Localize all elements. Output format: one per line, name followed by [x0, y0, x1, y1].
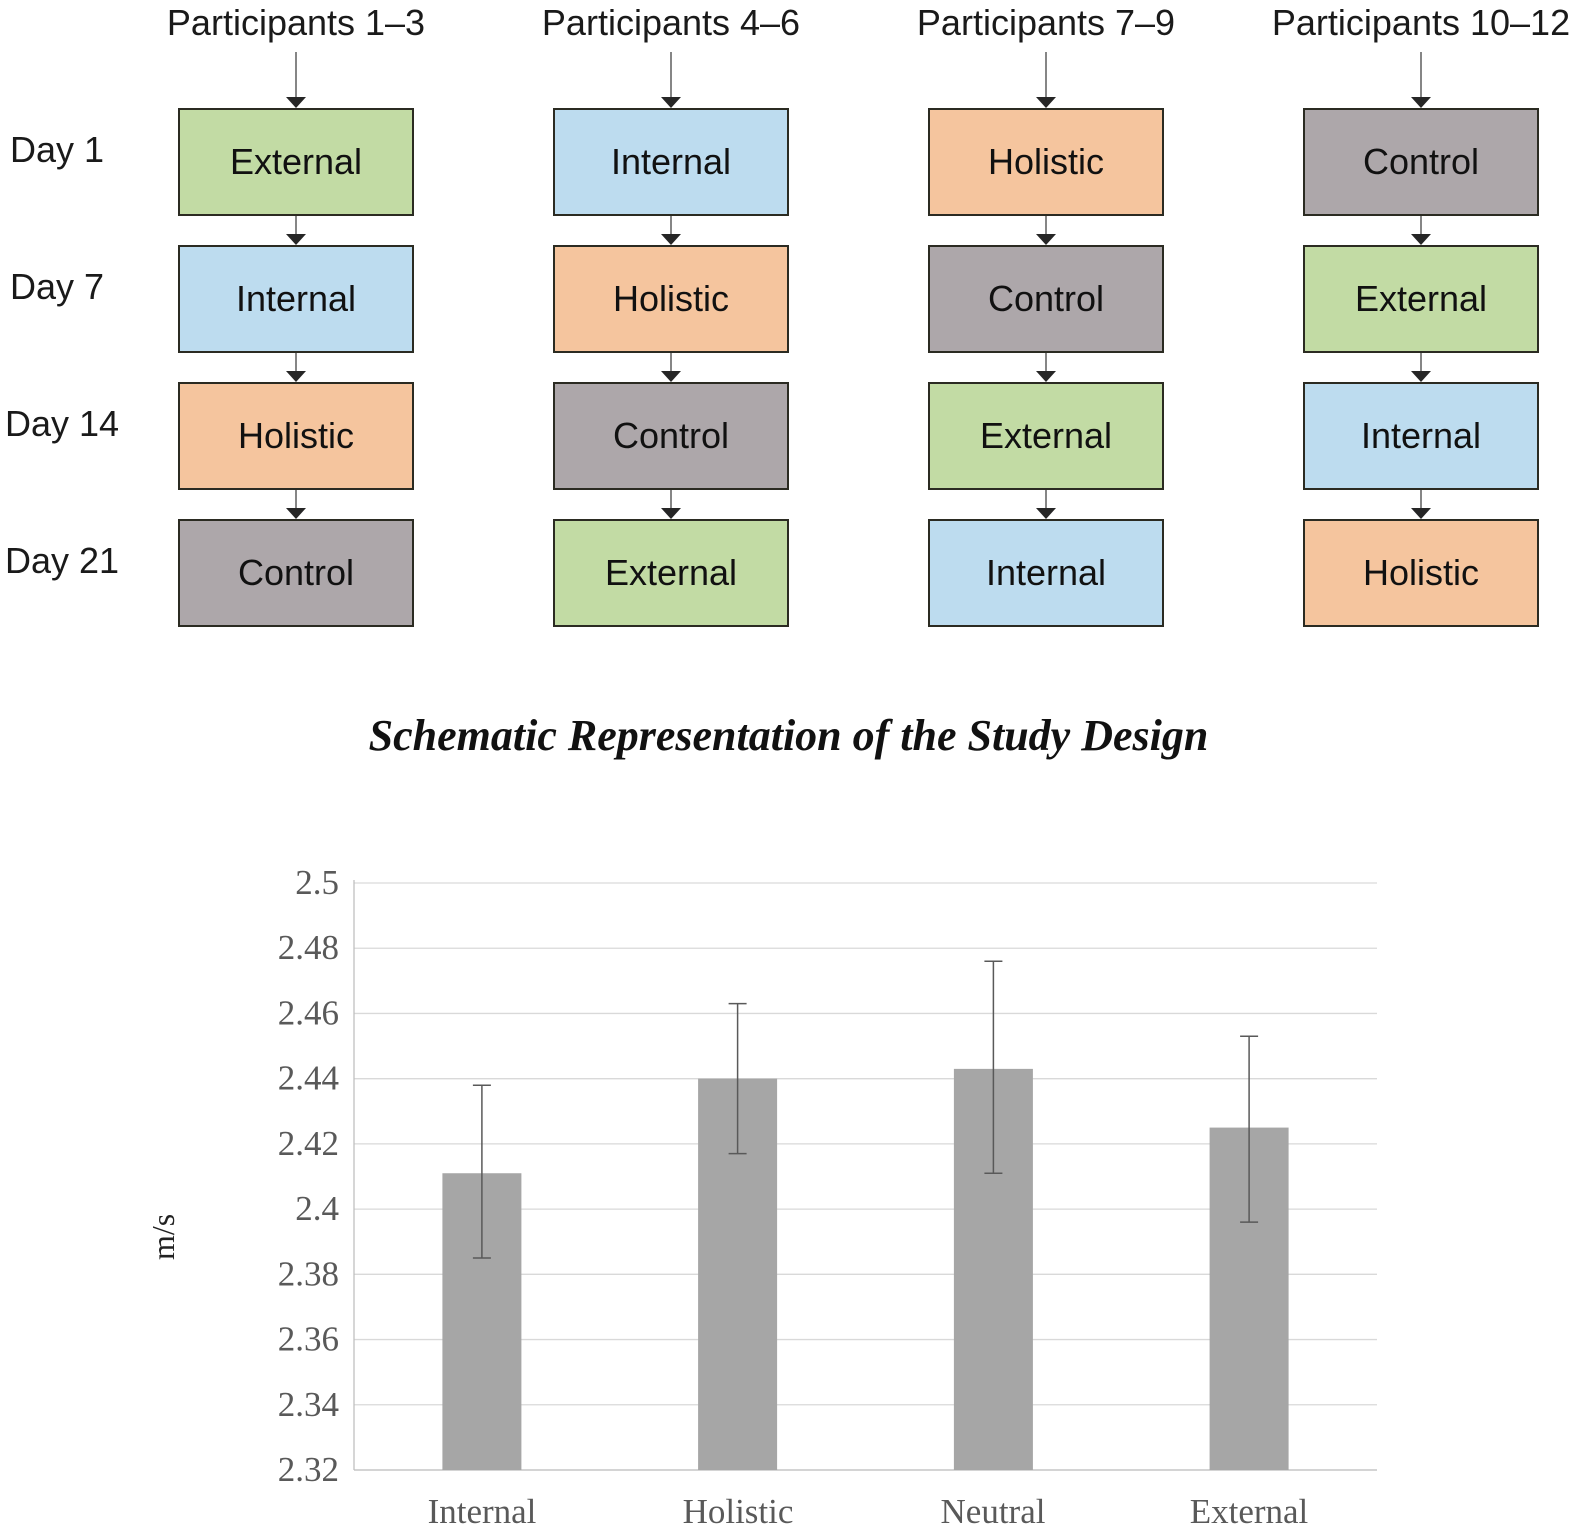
svg-text:2.34: 2.34: [278, 1385, 339, 1424]
svg-text:2.5: 2.5: [295, 863, 339, 902]
svg-text:2.42: 2.42: [278, 1124, 339, 1163]
svg-text:2.48: 2.48: [278, 928, 339, 967]
svg-text:2.46: 2.46: [278, 993, 339, 1032]
svg-text:2.4: 2.4: [295, 1189, 339, 1228]
svg-text:2.36: 2.36: [278, 1320, 339, 1359]
svg-text:2.32: 2.32: [278, 1450, 339, 1489]
svg-text:2.38: 2.38: [278, 1254, 339, 1293]
svg-text:2.44: 2.44: [278, 1059, 339, 1098]
